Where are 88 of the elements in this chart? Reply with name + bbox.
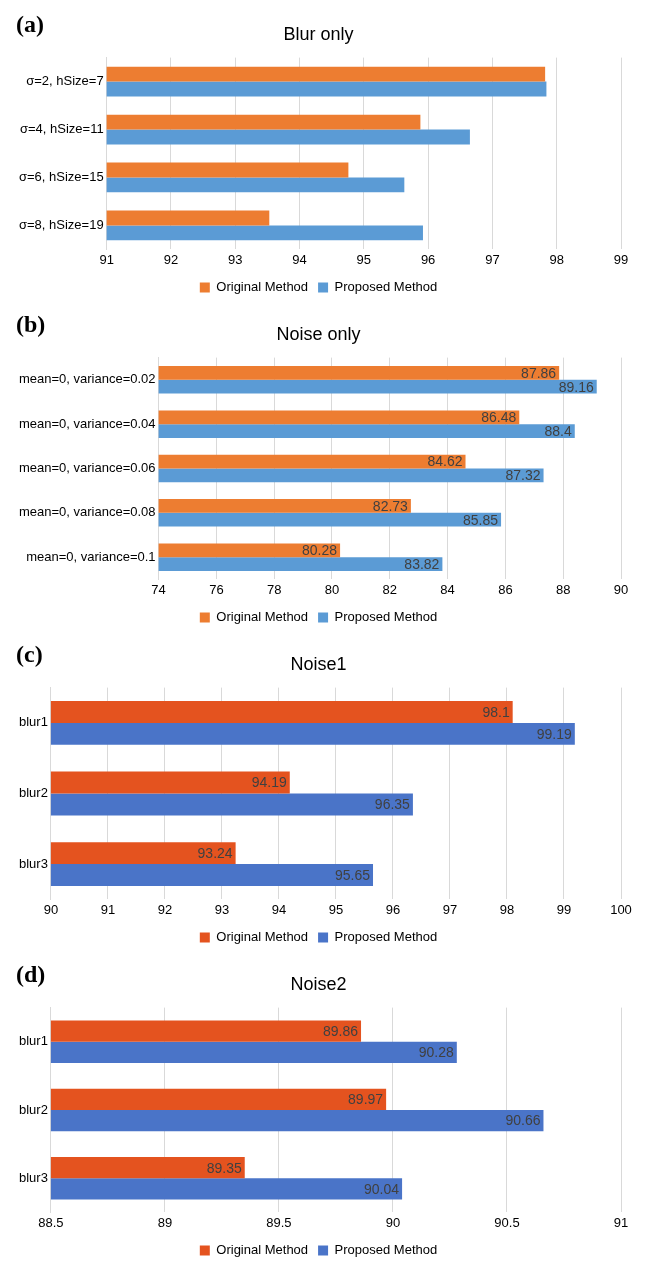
data-label: 87.86 [521,364,557,381]
data-label: 99.19 [536,725,573,742]
data-label: 85.85 [463,511,499,528]
y-tick-label: blur1 [18,1033,48,1049]
x-tick-label: 74 [151,581,166,597]
data-label: 86.48 [481,409,517,426]
x-tick-label: 92 [163,251,179,267]
x-tick-label: 86 [498,581,513,597]
legend-label: Proposed Method [334,279,438,295]
x-tick-label: 89.5 [266,1214,292,1230]
data-label: 94.19 [251,774,287,791]
x-tick-label: 91 [613,1214,629,1230]
x-tick-label: 99 [556,901,572,917]
chart-title: Noise2 [290,973,347,994]
x-tick-label: 89 [157,1214,173,1230]
x-tick-label: 92 [157,901,173,917]
chart-title: Noise1 [290,653,347,674]
data-label: 89.16 [558,378,594,395]
x-tick-label: 80 [324,581,340,597]
text: (a) [16,11,44,38]
text: (c) [16,641,43,668]
x-tick-label: 96 [420,251,436,267]
x-tick-label: 100 [610,901,632,917]
y-tick-label: mean=0, variance=0.02 [18,371,156,387]
legend-label: Original Method [216,609,309,625]
x-tick-label: 90 [385,1214,401,1230]
y-tick-label: σ=2, hSize=7 [26,73,104,89]
data-label: 89.86 [322,1023,359,1040]
x-tick-label: 82 [382,581,398,597]
y-tick-label: mean=0, variance=0.08 [18,504,156,520]
x-tick-label: 99 [613,251,629,267]
data-label: 82.73 [372,497,409,514]
chart-title: Noise only [276,323,361,344]
legend-label: Proposed Method [334,609,438,625]
x-tick-label: 97 [485,251,500,267]
y-tick-label: σ=6, hSize=15 [19,169,104,185]
x-tick-label: 96 [385,901,401,917]
data-label: 89.35 [206,1159,242,1176]
y-tick-label: blur3 [18,855,48,871]
x-tick-label: 88 [555,581,571,597]
x-tick-label: 88.5 [38,1214,64,1230]
x-tick-label: 90 [43,901,59,917]
data-label: 98.1 [482,703,510,720]
y-tick-label: σ=4, hSize=11 [19,121,104,137]
legend-label: Original Method [216,279,309,295]
y-tick-label: blur2 [18,785,48,801]
x-tick-label: 95 [328,901,344,917]
x-tick-label: 95 [356,251,372,267]
data-label: 88.4 [544,422,572,439]
x-tick-label: 90.5 [494,1214,520,1230]
x-tick-label: 78 [266,581,282,597]
data-label: 87.32 [505,467,541,484]
x-tick-label: 91 [99,251,114,267]
data-label: 80.28 [302,542,338,559]
data-label: 95.65 [334,866,371,883]
x-tick-label: 97 [442,901,458,917]
x-tick-label: 84 [440,581,455,597]
x-tick-label: 93 [228,251,243,267]
legend-label: Original Method [216,929,309,945]
x-tick-label: 94 [271,901,287,917]
text: (b) [16,311,46,338]
y-tick-label: mean=0, variance=0.1 [26,548,156,564]
chart-title: Blur only [283,23,354,44]
data-label: 90.04 [364,1180,400,1197]
text: (d) [16,961,46,988]
legend-label: Original Method [216,1242,309,1258]
data-label: 90.28 [418,1044,455,1061]
legend-label: Proposed Method [334,929,438,945]
x-tick-label: 98 [549,251,564,267]
data-label: 83.82 [404,555,440,572]
x-tick-label: 76 [209,581,224,597]
y-tick-label: mean=0, variance=0.06 [18,460,156,476]
y-tick-label: blur1 [18,714,48,730]
x-tick-label: 93 [214,901,230,917]
x-tick-label: 91 [100,901,116,917]
y-tick-label: blur2 [18,1101,48,1117]
y-tick-label: σ=8, hSize=19 [19,217,104,232]
data-label: 84.62 [427,453,463,470]
data-label: 96.35 [374,796,411,813]
x-tick-label: 98 [499,901,515,917]
data-label: 93.24 [197,845,233,862]
data-label: 90.66 [505,1112,541,1129]
x-tick-label: 94 [292,251,307,267]
data-label: 89.97 [348,1091,384,1108]
legend-label: Proposed Method [334,1242,438,1258]
y-tick-label: blur3 [18,1169,48,1185]
x-tick-label: 90 [613,581,629,597]
y-tick-label: mean=0, variance=0.04 [18,415,156,431]
